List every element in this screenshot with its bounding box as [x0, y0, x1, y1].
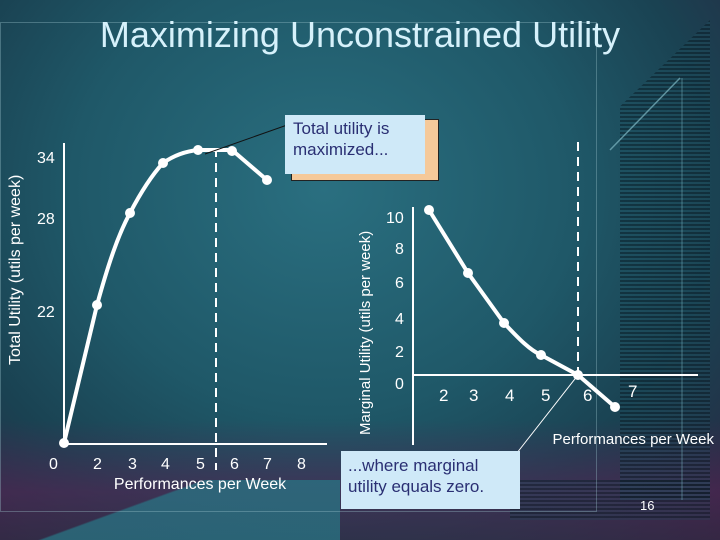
decorative-stripes-bottom [510, 480, 710, 520]
right-ytick-0: 0 [395, 376, 404, 393]
right-xtick: 4 [505, 386, 514, 405]
left-xtick: 5 [196, 456, 205, 473]
right-xtick: 6 [583, 386, 592, 405]
decorative-stripes [620, 20, 710, 500]
top-callout-line2: maximized... [293, 140, 389, 159]
left-y-axis-label: Total Utility (utils per week) [7, 175, 24, 365]
right-xtick: 5 [541, 386, 550, 405]
total-utility-points [59, 145, 272, 448]
background-wedge [0, 480, 340, 540]
left-x-axis-label: Performances per Week [114, 476, 287, 493]
top-callout: Total utility is maximized... [285, 115, 425, 174]
right-ytick-2: 2 [395, 344, 404, 361]
right-y-axis-label: Marginal Utility (utils per week) [357, 231, 374, 435]
left-xtick: 3 [128, 456, 137, 473]
callout-pointer-bottom [512, 374, 579, 459]
right-ytick-10: 10 [386, 210, 404, 227]
right-xtick: 3 [469, 386, 478, 405]
right-x-axis-label: Performances per Week [553, 431, 715, 448]
left-xtick: 0 [49, 456, 58, 473]
bottom-callout-line1: ...where marginal [348, 456, 479, 475]
right-ytick-4: 4 [395, 311, 404, 328]
left-ytick-34: 34 [37, 150, 55, 167]
bottom-callout: ...where marginal utility equals zero. [341, 451, 520, 509]
right-xtick: 2 [439, 386, 448, 405]
total-utility-chart: 34 28 22 0 2 3 4 5 6 7 8 Performances pe… [7, 123, 327, 493]
left-xtick: 6 [230, 456, 239, 473]
slide-title: Maximizing Unconstrained Utility [99, 14, 621, 55]
right-ytick-6: 6 [395, 275, 404, 292]
left-xtick: 8 [297, 456, 306, 473]
bottom-callout-line2: utility equals zero. [348, 477, 485, 496]
marginal-utility-chart: 10 8 6 4 2 0 2 3 4 5 6 7 Performances pe… [357, 142, 715, 459]
page-number: 16 [640, 498, 655, 513]
marginal-utility-curve [427, 208, 617, 409]
right-xtick: 7 [628, 382, 637, 401]
right-ytick-8: 8 [395, 241, 404, 258]
left-xtick: 7 [263, 456, 272, 473]
marginal-utility-points [424, 205, 620, 412]
total-utility-curve [62, 148, 269, 444]
decorative-frame [0, 22, 597, 512]
left-ytick-28: 28 [37, 211, 55, 228]
left-ytick-22: 22 [37, 304, 55, 321]
left-xtick: 4 [161, 456, 170, 473]
left-xtick: 2 [93, 456, 102, 473]
top-callout-line1: Total utility is [293, 119, 390, 138]
callout-pointer-top [204, 123, 291, 155]
